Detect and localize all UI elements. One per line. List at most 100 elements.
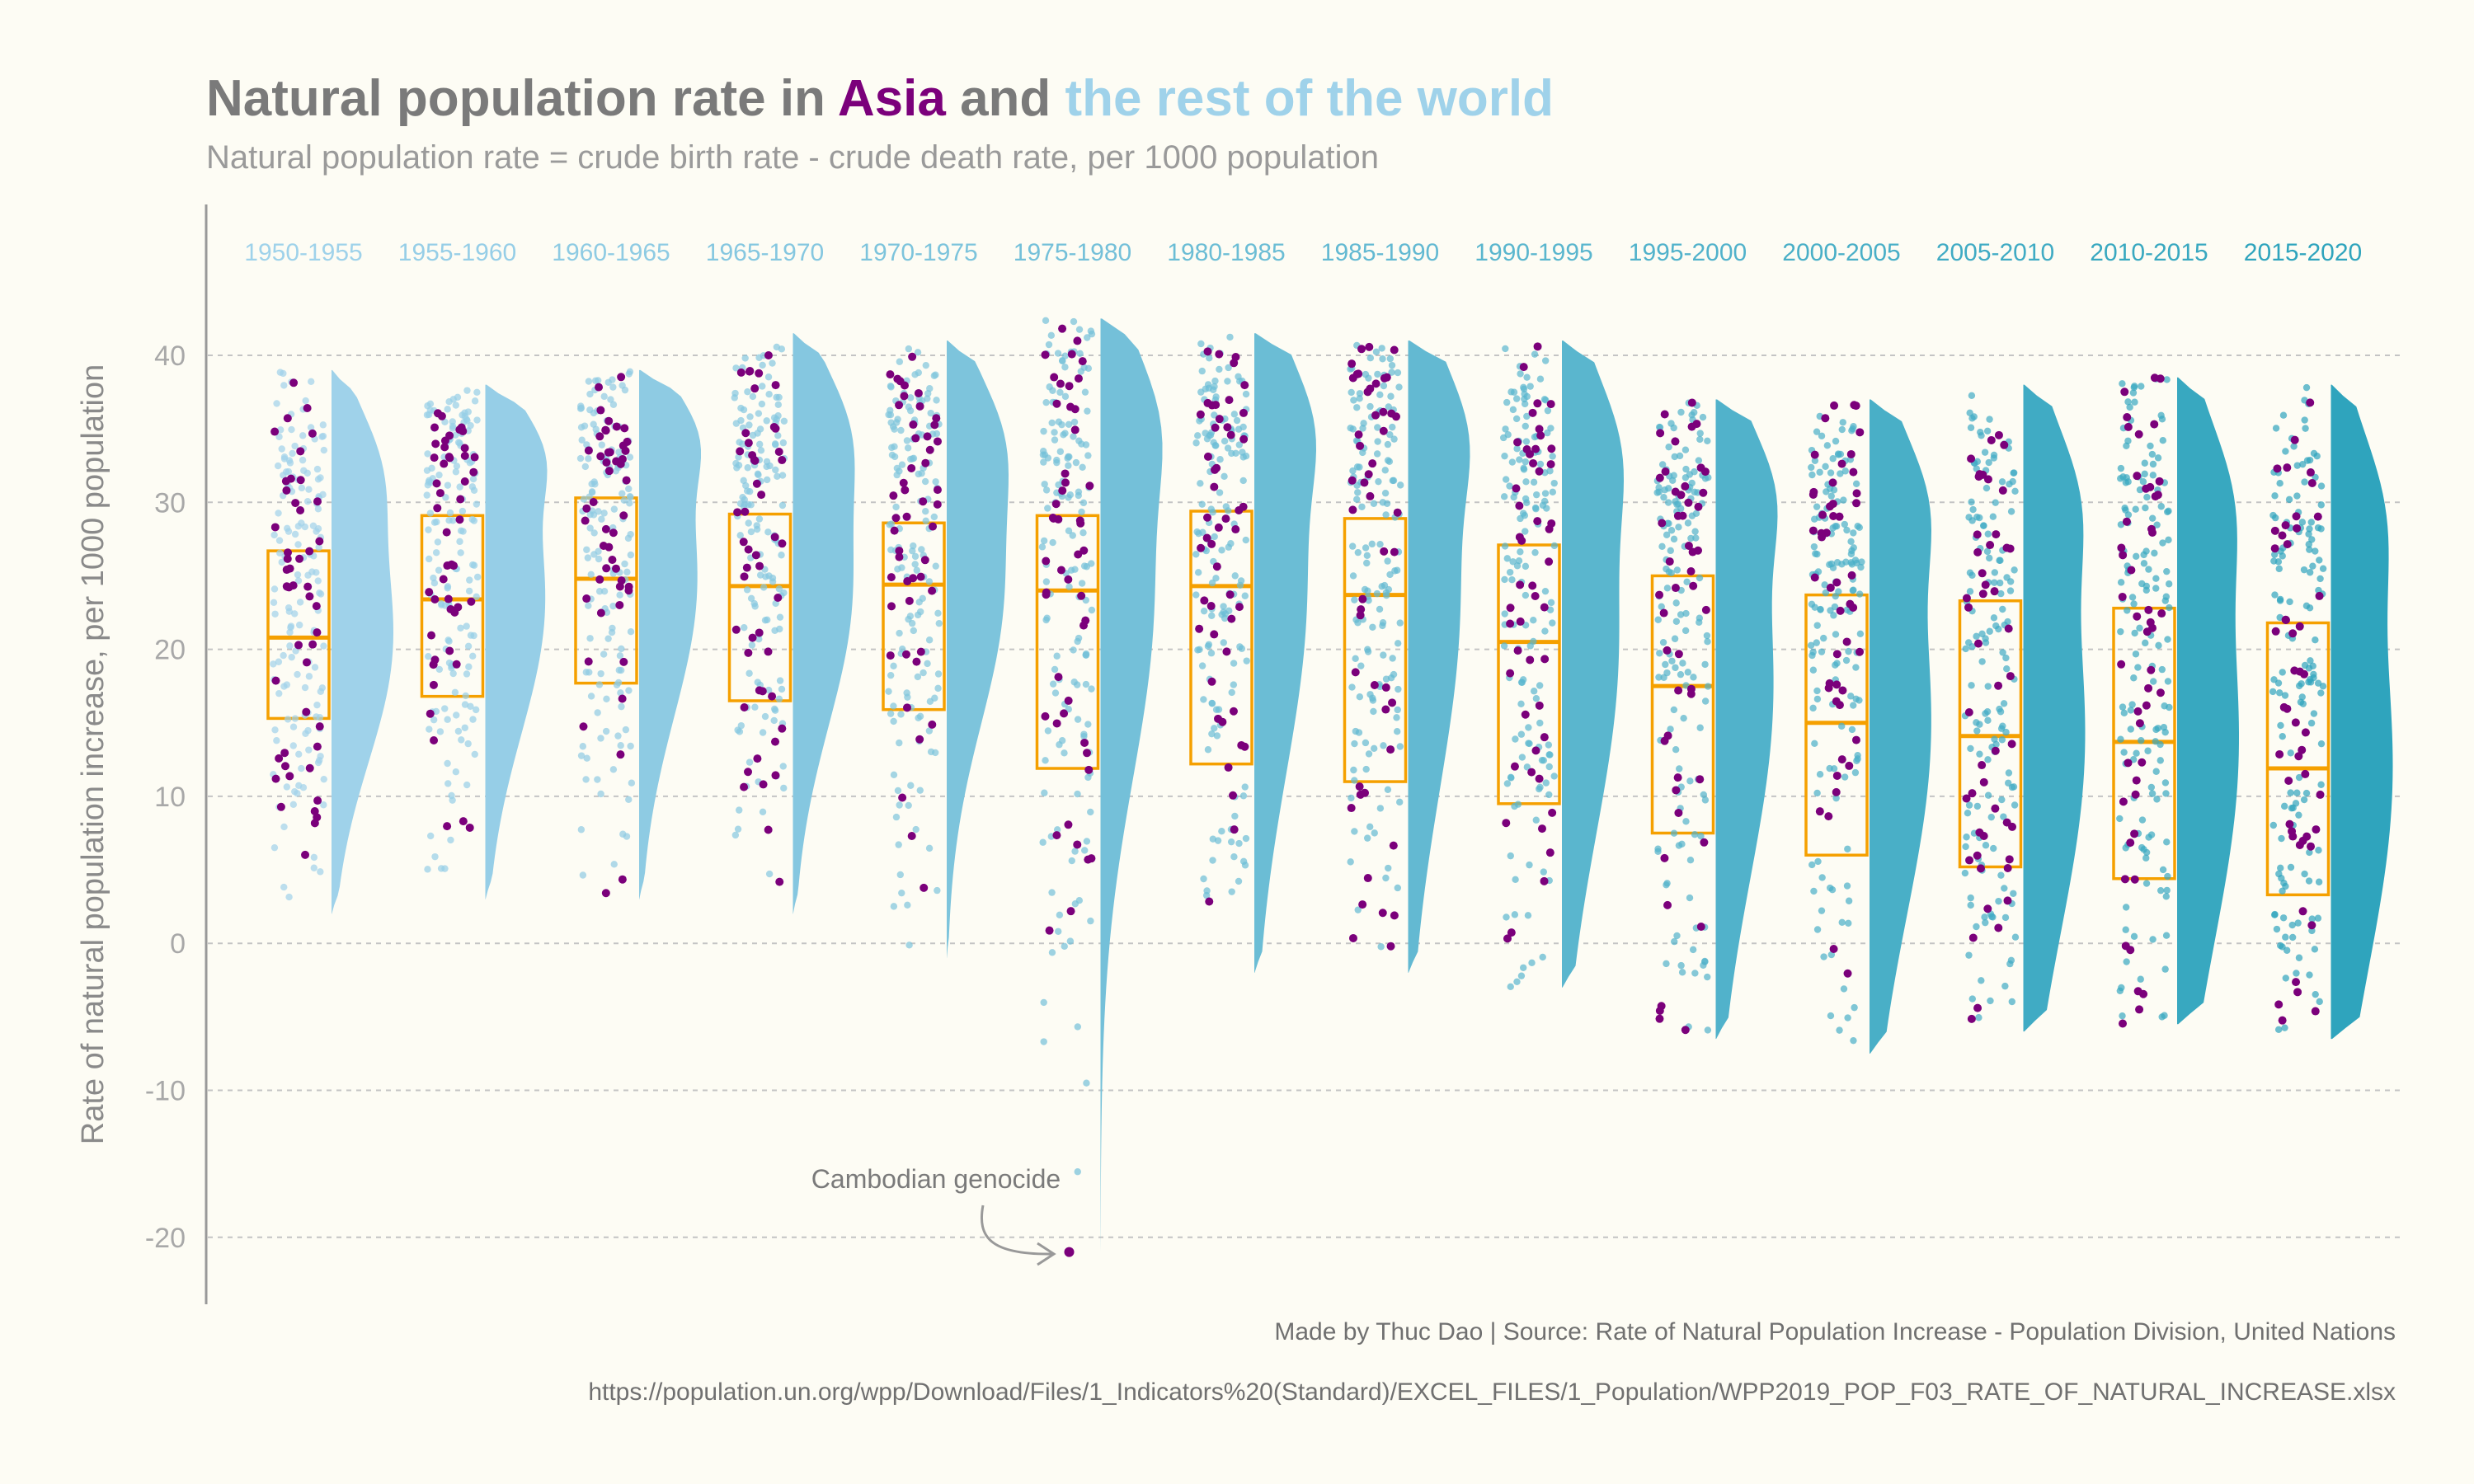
world-point xyxy=(467,421,474,430)
world-point xyxy=(1224,444,1232,452)
world-point xyxy=(577,826,586,834)
world-point xyxy=(1083,838,1091,845)
world-point xyxy=(890,662,897,669)
world-point xyxy=(1813,622,1821,629)
world-point xyxy=(1832,631,1840,638)
asia-point xyxy=(752,479,761,488)
world-point xyxy=(1678,969,1686,976)
asia-point xyxy=(470,453,479,462)
world-point xyxy=(426,832,435,840)
asia-point xyxy=(1085,481,1094,491)
asia-point xyxy=(1832,787,1841,796)
world-point xyxy=(280,883,288,891)
world-point xyxy=(275,433,283,440)
world-point xyxy=(1545,763,1553,771)
asia-point xyxy=(748,633,757,642)
asia-point xyxy=(312,602,321,611)
asia-point xyxy=(753,754,762,763)
world-point xyxy=(737,416,745,425)
asia-point xyxy=(430,453,439,463)
world-point xyxy=(1830,765,1838,773)
world-point xyxy=(2283,946,2291,954)
asia-point xyxy=(315,537,324,546)
world-point xyxy=(1042,398,1050,406)
asia-point xyxy=(1348,476,1357,485)
world-point xyxy=(2011,933,2020,941)
world-point xyxy=(294,670,301,679)
asia-point xyxy=(1061,478,1070,487)
world-point xyxy=(456,538,463,546)
world-point xyxy=(1386,355,1395,363)
world-point xyxy=(1854,522,1861,530)
world-point xyxy=(1058,492,1066,500)
world-point xyxy=(2312,547,2319,555)
world-point xyxy=(910,542,917,550)
world-point xyxy=(1541,587,1550,595)
world-point xyxy=(1366,354,1375,362)
asia-point xyxy=(1056,566,1065,575)
world-point xyxy=(2147,442,2154,450)
asia-point xyxy=(1388,698,1397,707)
world-point xyxy=(2006,481,2013,488)
asia-point xyxy=(1381,705,1390,714)
world-point xyxy=(1811,457,1819,464)
world-point xyxy=(1970,413,1978,420)
world-point xyxy=(2142,639,2149,647)
world-point xyxy=(1550,773,1558,780)
world-point xyxy=(1041,451,1049,458)
world-point xyxy=(1357,662,1365,669)
asia-point xyxy=(1223,423,1232,432)
world-point xyxy=(1202,891,1211,899)
world-point xyxy=(1808,861,1816,869)
world-point xyxy=(466,576,473,584)
world-point xyxy=(1396,743,1404,750)
world-point xyxy=(1200,875,1207,883)
world-point xyxy=(586,493,593,500)
asia-point xyxy=(315,722,324,731)
asia-point xyxy=(1210,465,1219,474)
world-point xyxy=(1691,488,1699,496)
asia-point xyxy=(2292,512,2301,521)
asia-point xyxy=(2124,758,2133,768)
world-point xyxy=(1681,627,1690,635)
world-point xyxy=(444,780,452,787)
asia-point xyxy=(427,631,436,640)
asia-point xyxy=(911,434,920,443)
asia-point xyxy=(1968,789,1977,798)
asia-point xyxy=(296,476,305,485)
world-point xyxy=(2165,580,2173,588)
world-point xyxy=(2276,689,2284,697)
world-point xyxy=(463,781,471,789)
world-point xyxy=(1531,433,1539,441)
world-point xyxy=(1391,567,1399,575)
world-point xyxy=(887,710,895,717)
world-point xyxy=(1839,419,1846,426)
world-point xyxy=(1978,658,1986,665)
world-point xyxy=(1041,481,1048,488)
world-point xyxy=(1193,528,1201,536)
asia-point xyxy=(1529,458,1538,467)
world-point xyxy=(2152,585,2160,592)
asia-point xyxy=(1665,557,1674,566)
world-point xyxy=(595,681,604,688)
asia-point xyxy=(1856,647,1865,656)
world-point xyxy=(2294,919,2302,927)
world-point xyxy=(1676,765,1683,773)
asia-point xyxy=(2288,629,2298,638)
world-point xyxy=(2293,789,2301,796)
world-point xyxy=(922,517,929,525)
world-point xyxy=(300,467,308,474)
world-point xyxy=(1701,660,1709,669)
world-point xyxy=(2164,872,2171,881)
world-point xyxy=(1374,370,1381,378)
asia-point xyxy=(2283,704,2292,713)
world-point xyxy=(2128,594,2137,601)
world-point xyxy=(1502,345,1509,353)
world-point xyxy=(473,593,480,601)
world-point xyxy=(627,530,634,538)
world-point xyxy=(1048,889,1056,896)
world-point xyxy=(734,726,741,734)
world-point xyxy=(2271,910,2279,918)
world-point xyxy=(1827,607,1834,614)
world-point xyxy=(577,404,586,412)
